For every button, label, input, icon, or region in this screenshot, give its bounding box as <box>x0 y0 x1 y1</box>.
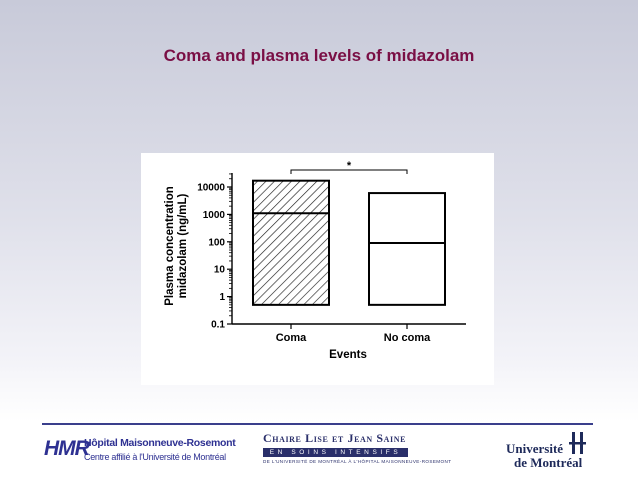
x-tick-label-0: Coma <box>276 332 307 344</box>
y-tick-label-5: 10000 <box>197 183 225 194</box>
hmr-subtitle: Centre affilié à l'Université de Montréa… <box>84 452 226 462</box>
significance-bracket <box>290 169 408 174</box>
hmr-logo: HMR Hôpital Maisonneuve-Rosemont Centre … <box>44 431 236 471</box>
chart-panel: 0.1 1 10 100 1000 10000 Coma No coma * Plasma … <box>141 153 494 385</box>
y-tick-label-2: 10 <box>214 265 226 276</box>
footer-divider <box>42 423 593 425</box>
udem-line2: de Montréal <box>514 455 583 470</box>
y-tick-label-3: 100 <box>208 237 225 248</box>
hmr-name: Hôpital Maisonneuve-Rosemont <box>84 437 236 449</box>
y-tick-label-0: 0.1 <box>211 320 225 331</box>
chaire-small-text: DE L'UNIVERSITÉ DE MONTRÉAL À L'HÔPITAL … <box>263 459 452 464</box>
y-axis-label-line1: Plasma concentration <box>164 186 176 306</box>
udem-logo: Université de Montréal <box>506 430 588 472</box>
udem-line1: Université <box>506 441 564 456</box>
y-tick-label-4: 1000 <box>203 210 226 221</box>
box-0 <box>252 179 330 306</box>
chaire-logo: Chaire Lise et Jean Saine EN SOINS INTEN… <box>263 431 452 471</box>
box-plot-chart: 0.1 1 10 100 1000 10000 Coma No coma * Plasma … <box>164 160 466 361</box>
x-axis-label: Events <box>329 349 367 361</box>
slide-title: Coma and plasma levels of midazolam <box>163 46 475 65</box>
udem-emblem-icon <box>569 432 586 454</box>
significance-label: * <box>347 160 352 172</box>
chaire-name: Chaire Lise et Jean Saine <box>263 431 407 445</box>
hmr-mark: HMR <box>44 437 90 460</box>
y-tick-label-1: 1 <box>219 292 225 303</box>
x-tick-label-1: No coma <box>384 332 431 344</box>
box-1 <box>368 192 446 306</box>
chaire-band: EN SOINS INTENSIFS <box>263 448 408 457</box>
y-axis-label-line2: midazolam (ng/mL) <box>177 193 189 298</box>
